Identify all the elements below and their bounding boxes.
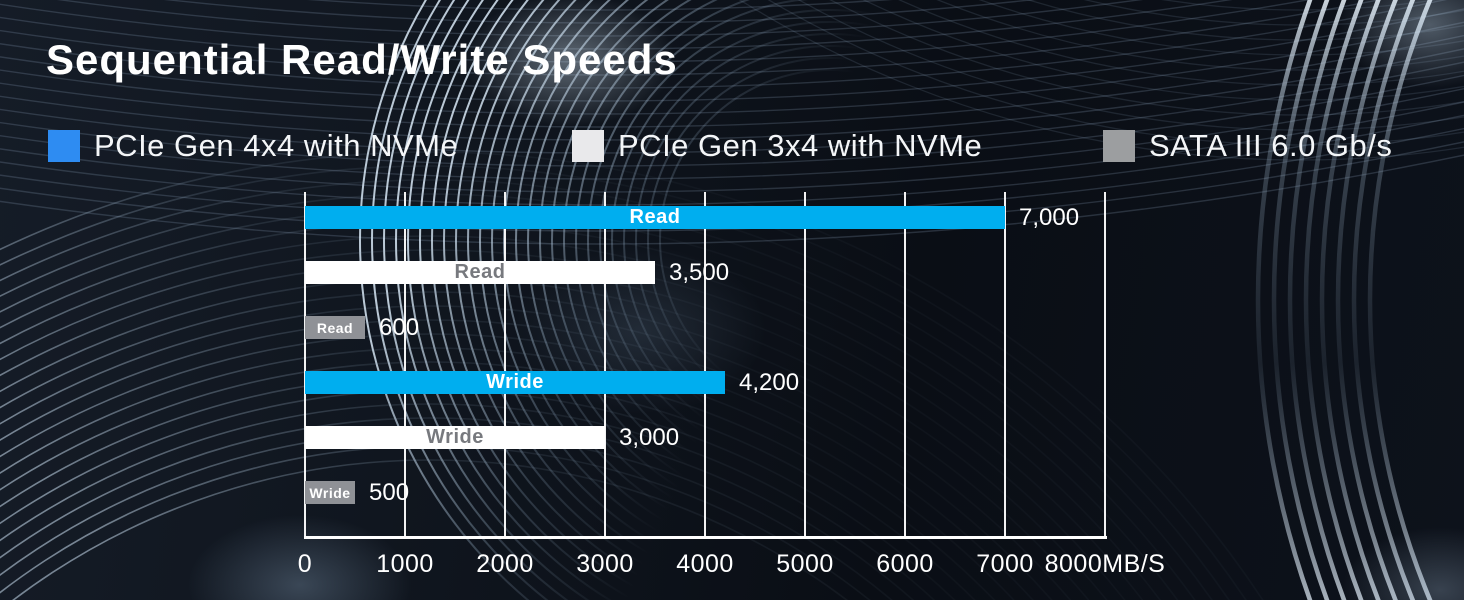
legend-label-pcie-gen3x4: PCIe Gen 3x4 with NVMe — [618, 128, 983, 163]
x-tick-1000: 1000 — [376, 550, 434, 578]
legend-label-sata3: SATA III 6.0 Gb/s — [1149, 128, 1393, 163]
x-axis-line — [304, 536, 1107, 539]
arc-group-title-swirl — [359, 0, 1301, 600]
bar-row-wride-series2: Wride 500 — [305, 478, 1105, 506]
legend-swatch-sata3 — [1103, 130, 1135, 162]
legend-item-pcie-gen3x4: PCIe Gen 3x4 with NVMe — [572, 128, 982, 164]
bar-value: 3,000 — [619, 423, 680, 451]
bar-row-read-series0: Read 7,000 — [305, 203, 1105, 231]
bar-row-read-series2: Read 600 — [305, 313, 1105, 341]
x-tick-0: 0 — [297, 550, 313, 578]
gridline-2000 — [504, 192, 506, 538]
bar-wride-series0: Wride — [305, 371, 725, 394]
gridline-8000 — [1104, 192, 1106, 538]
bar-wride-series2: Wride — [305, 481, 355, 504]
x-tick-6000: 6000 — [876, 550, 934, 578]
gridline-7000 — [1004, 192, 1006, 538]
bar-label: Read — [316, 319, 354, 336]
bar-row-wride-series1: Wride 3,000 — [305, 423, 1105, 451]
bar-read-series1: Read — [305, 261, 655, 284]
x-tick-3000: 3000 — [576, 550, 634, 578]
x-tick-2000: 2000 — [476, 550, 534, 578]
gridline-1000 — [404, 192, 406, 538]
x-tick-5000: 5000 — [776, 550, 834, 578]
bar-wride-series1: Wride — [305, 426, 605, 449]
bar-label: Wride — [486, 371, 544, 393]
bar-value: 7,000 — [1019, 203, 1080, 231]
arc-group-right — [1256, 0, 1433, 600]
legend-swatch-pcie-gen3x4 — [572, 130, 604, 162]
gridline-6000 — [904, 192, 906, 538]
legend-item-pcie-gen4x4: PCIe Gen 4x4 with NVMe — [48, 128, 458, 164]
bar-label: Read — [629, 206, 681, 228]
legend-swatch-pcie-gen4x4 — [48, 130, 80, 162]
gridline-5000 — [804, 192, 806, 538]
gridline-0 — [304, 192, 306, 538]
gridline-3000 — [604, 192, 606, 538]
plot-area: 0 1000 2000 3000 4000 5000 6000 7000 8000MB/S Rea… — [298, 192, 1165, 578]
bar-value: 600 — [379, 313, 420, 341]
x-tick-4000: 4000 — [676, 550, 734, 578]
gridline-4000 — [704, 192, 706, 538]
bar-value: 500 — [369, 478, 410, 506]
bar-value: 3,500 — [669, 258, 730, 286]
legend-label-pcie-gen4x4: PCIe Gen 4x4 with NVMe — [94, 128, 459, 163]
page-title: Sequential Read/Write Speeds — [46, 36, 678, 83]
bar-value: 4,200 — [739, 368, 800, 396]
x-tick-8000: 8000MB/S — [1044, 550, 1166, 578]
bar-read-series2: Read — [305, 316, 365, 339]
bar-label: Read — [454, 261, 506, 283]
bar-read-series0: Read — [305, 206, 1005, 229]
bar-row-wride-series0: Wride 4,200 — [305, 368, 1105, 396]
bar-label: Wride — [309, 484, 351, 501]
bar-row-read-series1: Read 3,500 — [305, 258, 1105, 286]
bar-label: Wride — [426, 426, 484, 448]
x-tick-7000: 7000 — [976, 550, 1034, 578]
legend-item-sata3: SATA III 6.0 Gb/s — [1103, 128, 1392, 164]
